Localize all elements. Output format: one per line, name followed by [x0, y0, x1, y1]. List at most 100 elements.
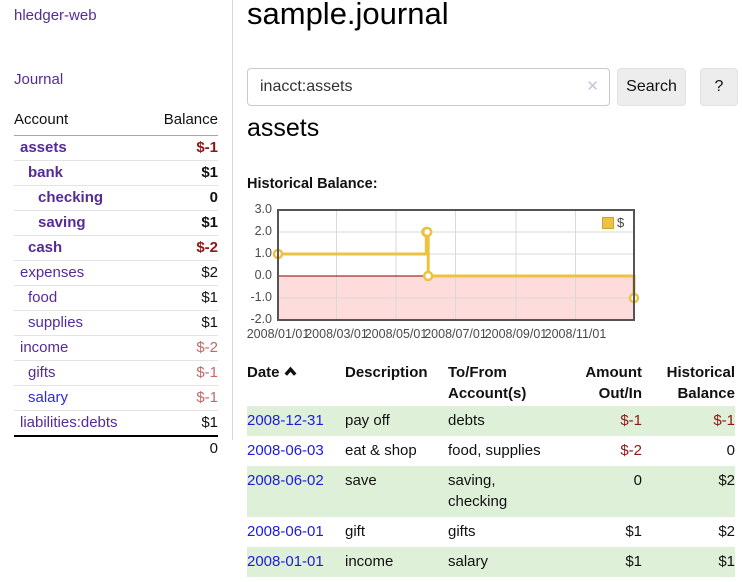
page-title: sample.journal	[247, 0, 449, 31]
date-header-label: Date	[247, 364, 280, 381]
transaction-date-link[interactable]: 2008-01-01	[247, 553, 324, 570]
y-axis-tick-label: 0.0	[254, 268, 272, 282]
register-row: 2008-01-01 income salary $1 $1	[247, 547, 735, 577]
account-row: saving $1	[14, 210, 218, 236]
transaction-date-link[interactable]: 2008-12-31	[247, 412, 324, 429]
search-form: ✕ Search ?	[247, 68, 738, 106]
chart-canvas	[272, 209, 640, 321]
clear-search-icon[interactable]: ✕	[586, 78, 599, 95]
transaction-description: eat & shop	[345, 442, 417, 459]
account-balance: $-1	[196, 364, 218, 381]
y-axis-tick-label: 3.0	[254, 202, 272, 216]
search-button[interactable]: Search	[617, 68, 686, 106]
legend-series-label: $	[617, 215, 625, 230]
account-link-cash[interactable]: cash	[28, 239, 63, 256]
x-axis-tick-label: 2008/05/01	[364, 327, 428, 341]
app-title-link[interactable]: hledger-web	[14, 7, 97, 24]
account-balance: $2	[201, 264, 218, 281]
y-axis-tick-label: -2.0	[250, 312, 272, 326]
register-row: 2008-06-01 gift gifts $1 $2	[247, 517, 735, 547]
transaction-accounts: salary	[448, 553, 489, 570]
register-table: Date Description To/From Account(s) Amou…	[247, 360, 735, 577]
transaction-date-link[interactable]: 2008-06-01	[247, 523, 324, 540]
register-header-description: Description	[345, 364, 428, 381]
register-header-date[interactable]: Date	[247, 360, 345, 406]
accounts-table: Account Balance assets $-1 bank $1 check…	[14, 108, 218, 461]
account-link-assets[interactable]: assets	[20, 139, 67, 156]
account-link-salary[interactable]: salary	[28, 389, 69, 406]
account-heading: assets	[247, 114, 320, 142]
transaction-accounts: saving, checking	[448, 472, 508, 510]
register-row: 2008-06-02 save saving, checking 0 $2	[247, 466, 735, 517]
account-balance: $-2	[196, 339, 218, 356]
chart-title: Historical Balance:	[247, 176, 378, 192]
account-row: expenses $2	[14, 260, 218, 286]
transaction-amount: $1	[625, 523, 642, 540]
main-content: sample.journal ✕ Search ? assets Histori…	[247, 0, 742, 582]
transaction-description: save	[345, 472, 377, 489]
transaction-balance: $2	[718, 472, 735, 489]
account-link-expenses[interactable]: expenses	[20, 264, 85, 281]
accounts-total-value: 0	[209, 440, 218, 457]
x-axis-tick-label: 2008/09/01	[484, 327, 548, 341]
account-balance: $1	[201, 214, 218, 231]
transaction-amount: $-2	[620, 442, 642, 459]
account-link-saving[interactable]: saving	[38, 214, 86, 231]
y-axis-tick-label: -1.0	[250, 290, 272, 304]
transaction-amount: 0	[633, 472, 642, 489]
transaction-balance: $-1	[713, 412, 735, 429]
x-axis-tick-label: 2008/07/01	[424, 327, 487, 341]
chart-legend: $	[600, 214, 627, 231]
transaction-date-link[interactable]: 2008-06-03	[247, 442, 324, 459]
y-axis-tick-label: 2.0	[254, 224, 272, 238]
transaction-date-link[interactable]: 2008-06-02	[247, 472, 324, 489]
account-row: bank $1	[14, 160, 218, 186]
account-link-checking[interactable]: checking	[38, 189, 104, 206]
x-axis-tick-label: 2008/01/01	[246, 327, 310, 341]
transaction-balance: $1	[718, 553, 735, 570]
account-row: income $-2	[14, 335, 218, 361]
account-balance: $1	[201, 164, 218, 181]
account-row: checking 0	[14, 185, 218, 211]
account-link-supplies[interactable]: supplies	[28, 314, 84, 331]
register-row: 2008-12-31 pay off debts $-1 $-1	[247, 406, 735, 436]
register-header-row: Date Description To/From Account(s) Amou…	[247, 360, 735, 406]
sidebar-item-journal[interactable]: Journal	[14, 71, 64, 88]
search-input-wrap: ✕	[247, 68, 610, 106]
account-link-bank[interactable]: bank	[28, 164, 64, 181]
transaction-amount: $-1	[620, 412, 642, 429]
accounts-header-account: Account	[14, 108, 148, 136]
account-balance: $1	[201, 289, 218, 306]
account-row: liabilities:debts $1	[14, 410, 218, 437]
account-row: salary $-1	[14, 385, 218, 411]
transaction-accounts: debts	[448, 412, 485, 429]
transaction-balance: 0	[726, 442, 735, 459]
account-row: gifts $-1	[14, 360, 218, 386]
help-button[interactable]: ?	[700, 68, 738, 106]
account-row: food $1	[14, 285, 218, 311]
account-link-food[interactable]: food	[28, 289, 58, 306]
accounts-header-balance: Balance	[147, 108, 218, 136]
transaction-balance: $2	[718, 523, 735, 540]
transaction-accounts: food, supplies	[448, 442, 541, 459]
historical-balance-chart: 3.0 2.0 1.0 0.0 -1.0 -2.0 2008/01/01 2008/03/01…	[236, 202, 644, 347]
account-balance: $1	[201, 414, 218, 431]
account-link-gifts[interactable]: gifts	[28, 364, 56, 381]
search-input[interactable]	[247, 68, 610, 106]
account-link-income[interactable]: income	[20, 339, 69, 356]
account-balance: $1	[201, 314, 218, 331]
accounts-total-row: 0	[14, 436, 218, 461]
account-row: assets $-1	[14, 136, 218, 161]
account-link-liabilities-debts[interactable]: liabilities:debts	[20, 414, 118, 431]
transaction-accounts: gifts	[448, 523, 476, 540]
sidebar: hledger-web Journal Account Balance asse…	[0, 0, 233, 457]
account-balance: 0	[209, 189, 218, 206]
register-header-balance: Historical Balance	[666, 364, 735, 402]
x-axis-tick-label: 2008/11/01	[544, 327, 607, 341]
account-balance: $-1	[196, 139, 218, 156]
transaction-amount: $1	[625, 553, 642, 570]
register-header-accounts: To/From Account(s)	[448, 364, 527, 402]
account-row: supplies $1	[14, 310, 218, 336]
register-row: 2008-06-03 eat & shop food, supplies $-2…	[247, 436, 735, 466]
register-header-amount: Amount Out/In	[585, 364, 642, 402]
